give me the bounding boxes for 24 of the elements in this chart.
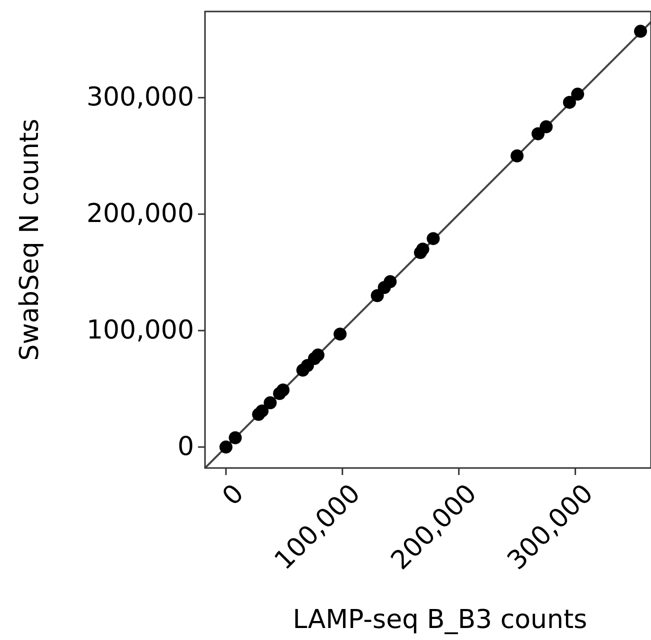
point — [571, 88, 584, 101]
y-axis-title: SwabSeq N counts — [15, 118, 45, 361]
y-tick-label: 0 — [177, 432, 194, 462]
point — [264, 396, 277, 410]
point — [634, 24, 648, 38]
point — [416, 242, 430, 256]
y-tick-label: 300,000 — [86, 82, 194, 113]
point — [532, 127, 545, 140]
point — [334, 328, 347, 341]
point — [426, 232, 440, 246]
point — [228, 431, 242, 444]
y-tick-label: 200,000 — [86, 199, 194, 230]
y-tick-label: 100,000 — [86, 316, 194, 346]
point — [276, 383, 290, 396]
point — [540, 120, 553, 134]
point — [562, 96, 576, 109]
point — [256, 404, 269, 418]
point — [384, 275, 397, 288]
point — [219, 440, 232, 454]
point — [510, 149, 524, 162]
point — [311, 348, 324, 362]
point — [370, 289, 384, 302]
x-axis-title: LAMP-seq B_B3 counts — [292, 605, 588, 635]
x-tick-label: 0 — [217, 478, 250, 512]
